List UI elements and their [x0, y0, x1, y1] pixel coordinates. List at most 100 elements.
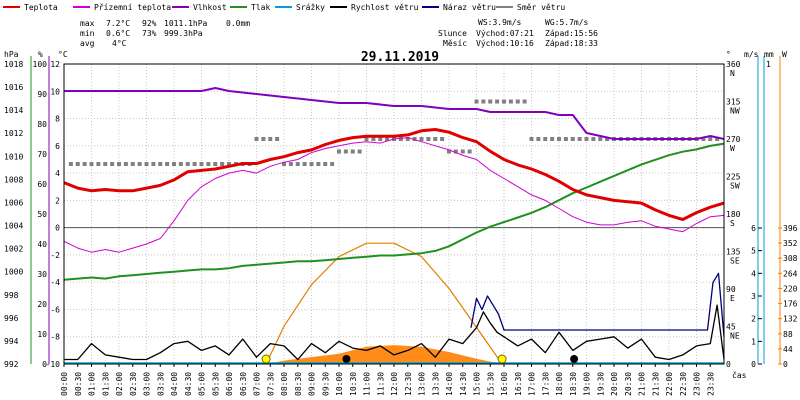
wind-direction-dot	[254, 137, 259, 141]
x-tick-label: 07:30	[266, 372, 275, 396]
x-tick-label: 08:30	[294, 372, 303, 396]
wind-direction-dot	[137, 162, 142, 166]
wind-direction-dot	[453, 149, 458, 154]
wind-direction-dot	[192, 162, 197, 166]
press-tick-label: 1018	[4, 60, 23, 69]
dir-tick-label: 270	[726, 135, 741, 144]
legend-label-tlak: Tlak	[251, 3, 270, 12]
wind-tick-label: 2	[751, 315, 756, 324]
ground-temperature-line	[63, 137, 725, 253]
x-tick-label: 02:00	[115, 372, 124, 396]
wind-info: WS:3.9m/s WG:5.7m/s Slunce Východ:07:21 …	[438, 18, 598, 48]
wind-direction-dot	[295, 162, 300, 166]
wind-direction-dot	[151, 162, 156, 166]
grid	[63, 63, 725, 365]
wind-direction-dot	[495, 99, 500, 104]
x-tick-label: 09:00	[308, 372, 317, 396]
stat-min-hum: 73%	[142, 29, 157, 38]
x-tick-label: 10:00	[335, 372, 344, 396]
wind-direction-dot	[330, 162, 335, 166]
wind-tick-label: 5	[751, 247, 756, 256]
wind-direction-dot	[199, 162, 204, 166]
wind-direction-dot	[550, 137, 555, 141]
hum-tick-label: 0	[42, 360, 47, 369]
wind-direction-dot	[178, 162, 183, 166]
x-tick-label: 09:30	[321, 372, 330, 396]
x-tick-label: 23:00	[693, 372, 702, 396]
temp-tick-label: 12	[50, 60, 60, 69]
dir-name-label: S	[730, 219, 735, 228]
x-tick-label: 15:00	[473, 372, 482, 396]
sunset-marker	[497, 354, 507, 364]
dir-tick-label: 180	[726, 210, 741, 219]
x-tick-label: 22:30	[679, 372, 688, 396]
x-tick-label: 20:00	[610, 372, 619, 396]
wind-direction-dot	[117, 162, 121, 166]
x-tick-label: 21:00	[638, 372, 647, 396]
x-tick-label: 06:30	[239, 372, 248, 396]
wind-direction-dot	[433, 137, 438, 141]
wind-direction-dot	[447, 149, 451, 154]
wind-direction-dot	[316, 162, 321, 166]
humidity-line	[64, 87, 725, 140]
dir-name-label: NW	[730, 107, 740, 116]
x-tick-label: 23:30	[706, 372, 715, 396]
stat-avg-temp: 4°C	[112, 39, 127, 48]
x-axis-ticks: 00:00 00:30 01:00 01:30 02:00 02:30 03:00 03:30…	[60, 364, 715, 396]
hum-tick-label: 10	[37, 330, 47, 339]
dir-tick-label: 315	[726, 98, 741, 107]
x-tick-label: 19:30	[596, 372, 605, 396]
temp-tick-label: 0	[55, 224, 60, 233]
wind-direction-dot	[96, 162, 101, 166]
x-tick-label: 00:00	[60, 372, 69, 396]
sun-label: Slunce	[438, 29, 467, 38]
sun-set: Západ:15:56	[545, 29, 598, 38]
solar-tick-label: 44	[783, 345, 793, 354]
x-tick-label: 07:00	[253, 372, 262, 396]
press-tick-label: 994	[4, 337, 19, 346]
wind-direction-dot	[103, 162, 108, 166]
legend-label-rychlost-vetru: Rychlost větru	[351, 3, 419, 12]
wind-gust-max: WG:5.7m/s	[545, 18, 589, 27]
wind-direction-dot	[701, 137, 706, 141]
wind-direction-dot	[213, 162, 218, 166]
temp-tick-label: 4	[55, 169, 60, 178]
solar-tick-label: 352	[783, 239, 798, 248]
temp-tick-label: -10	[46, 360, 61, 369]
pressure-line	[63, 142, 725, 281]
wind-direction-dot	[378, 137, 383, 141]
wind-direction-dot	[474, 99, 479, 104]
legend-item-teplota: Teplota	[3, 3, 58, 12]
wind-direction-dot	[123, 162, 128, 166]
wind-direction-dot	[343, 149, 348, 154]
legend-label-srazky: Srážky	[296, 3, 325, 12]
legend-label-smer-vetru: Směr větru	[517, 3, 565, 12]
dir-name-label: E	[730, 294, 735, 303]
hum-tick-label: 80	[37, 120, 47, 129]
solar-tick-label: 0	[783, 360, 788, 369]
wind-direction-dot	[715, 137, 720, 141]
wind-direction-dot	[598, 137, 603, 141]
wind-direction-dot	[577, 137, 582, 141]
hum-tick-label: 20	[37, 300, 47, 309]
wind-direction-dot	[350, 149, 355, 154]
stat-min-temp: 0.6°C	[106, 29, 130, 38]
wm2-unit: W	[782, 50, 787, 59]
press-unit: hPa	[4, 50, 19, 59]
wind-direction-dot	[275, 137, 280, 141]
stats-block: max 7.2°C 92% 1011.1hPa 0.0mm min 0.6°C …	[80, 19, 250, 48]
x-tick-label: 01:00	[88, 372, 97, 396]
wind-direction-dot	[467, 149, 472, 154]
wind-direction-dot	[130, 162, 135, 166]
axes: 121086420-2-4-6-8-1099299499699810001002…	[4, 56, 798, 369]
x-tick-label: 18:30	[569, 372, 578, 396]
press-tick-label: 1000	[4, 268, 23, 277]
wind-direction-dot	[515, 99, 520, 104]
wind-direction-dot	[364, 137, 369, 141]
dir-tick-label: 360	[726, 60, 741, 69]
solar-tick-label: 396	[783, 224, 798, 233]
x-tick-label: 11:00	[363, 372, 372, 396]
axis-units: hPa % °C ° m/s mm W čas	[4, 50, 787, 380]
stat-min-label: min	[80, 29, 95, 38]
legend-label-prizemni-teplota: Přízemní teplota	[94, 3, 171, 12]
